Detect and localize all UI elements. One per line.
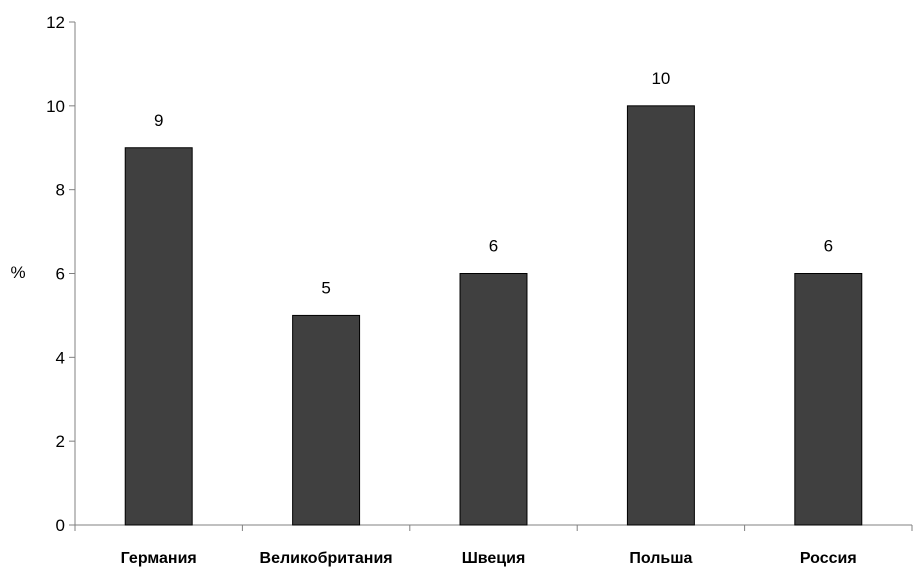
x-category-label: Германия: [121, 550, 197, 567]
bar-value-label: 9: [154, 111, 163, 130]
x-category-label: Польша: [629, 550, 692, 567]
bar-value-label: 5: [321, 278, 330, 297]
x-category-label: Россия: [800, 550, 857, 567]
bar: [124, 147, 193, 526]
chart-labels: 0 2 4 6 8 10 12 9 Германия 5 Великобритания 6 Швеция…: [46, 13, 857, 567]
bar: [292, 314, 361, 526]
y-tick-label: 10: [46, 97, 65, 116]
bar: [626, 105, 695, 526]
y-tick-label: 6: [56, 265, 65, 284]
y-tick-label: 12: [46, 13, 65, 32]
x-category-label: Великобритания: [260, 550, 393, 567]
y-axis-label: %: [10, 263, 25, 282]
y-tick-label: 4: [56, 348, 65, 367]
bar-value-label: 6: [489, 237, 498, 256]
bar-value-label: 10: [651, 69, 670, 88]
x-category-label: Швеция: [462, 550, 526, 567]
bar-value-label: 6: [824, 237, 833, 256]
y-tick-label: 0: [56, 516, 65, 535]
chart-bars: [124, 105, 863, 526]
bar: [794, 273, 863, 526]
y-tick-label: 2: [56, 432, 65, 451]
y-tick-label: 8: [56, 181, 65, 200]
bar: [459, 273, 528, 526]
